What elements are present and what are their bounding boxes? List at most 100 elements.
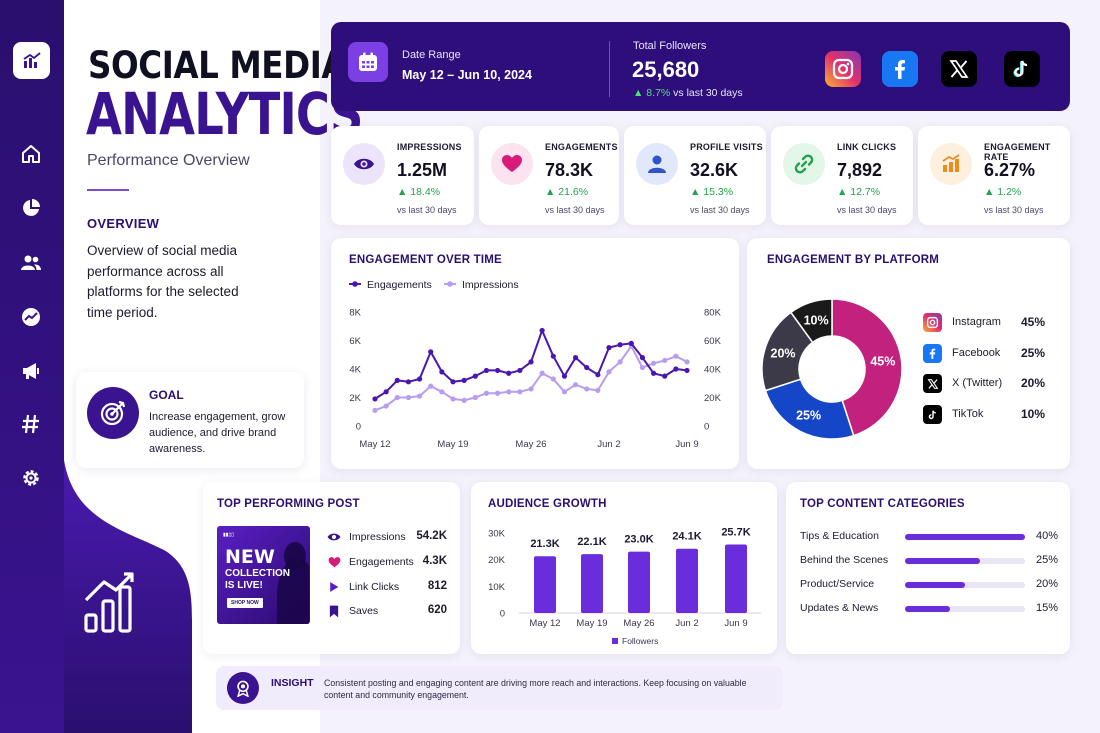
engagement-by-platform-heading: ENGAGEMENT BY PLATFORM [767,254,940,266]
data-point-impressions [539,370,545,376]
trend-chart-icon[interactable] [18,304,44,330]
engagement-by-platform-card: ENGAGEMENT BY PLATFORM 45% 25% 20% 10% Inst… [747,238,1070,469]
total-followers-label: Total Followers [633,40,707,52]
platform-pct: 25% [1021,346,1046,360]
data-point-engagements [606,345,612,351]
x-tick-label: May 19 [576,618,607,629]
bar-value-label: 25.7K [721,526,750,538]
summary-header: Date Range May 12 – Jun 10, 2024 Total F… [331,22,1070,111]
kpi-card-engagements[interactable]: ENGAGEMENTS 78.3K ▲ 21.6% vs last 30 day… [479,126,619,225]
data-point-engagements [628,340,634,346]
platform-name: TikTok [952,408,984,420]
tiktok-icon [923,405,942,424]
bar-legend-label: Followers [622,636,658,646]
kpi-vs: vs last 30 days [837,205,897,215]
platform-row-facebook[interactable]: Facebook 25% [923,344,1049,364]
instagram-icon[interactable] [825,51,861,87]
tiktok-icon[interactable] [1004,51,1040,87]
kpi-card-link-clicks[interactable]: LINK CLICKS 7,892 ▲ 12.7% vs last 30 day… [771,126,913,225]
data-point-impressions [483,390,490,396]
award-icon [227,672,259,704]
pie-chart-icon[interactable] [18,195,44,221]
post-text-line1: NEW [225,546,275,568]
category-bar-track [905,534,1025,540]
data-point-impressions [383,403,389,409]
y-left-tick-label: 8K [349,308,361,319]
data-point-engagements [617,342,623,348]
title-divider [87,189,129,191]
data-point-engagements [428,349,434,355]
data-point-engagements [561,373,568,379]
platform-pct: 10% [1021,407,1046,421]
data-point-engagements [539,327,545,334]
kpi-vs: vs last 30 days [397,205,457,215]
hashtag-icon[interactable] [18,411,44,437]
post-shop-button[interactable]: SHOP NOW [227,598,263,608]
data-point-engagements [439,369,445,375]
y-right-tick-label: 20K [704,393,722,404]
donut-slice-facebook [764,378,855,440]
data-point-engagements [650,370,657,376]
home-icon[interactable] [18,141,44,167]
data-point-engagements [372,396,378,402]
bar [534,556,556,613]
data-point-engagements [684,367,690,374]
data-point-engagements [405,379,412,385]
stat-label: Engagements [349,556,414,568]
goal-text: Increase engagement, grow audience, and … [149,411,286,455]
post-thumbnail[interactable]: ▮▮▯▯ NEW COLLECTION IS LIVE! SHOP NOW [217,526,310,624]
stat-value: 54.2K [416,530,447,542]
y-right-tick-label: 0 [704,422,709,433]
category-bar-fill [905,558,980,564]
followers-change: ▲ 8.7% vs last 30 days [633,87,743,99]
data-point-engagements [673,366,679,372]
calendar-icon[interactable] [348,42,388,82]
platform-row-instagram[interactable]: Instagram 45% [923,313,1049,333]
followers-vs: vs last 30 days [673,87,743,99]
date-range-value[interactable]: May 12 – Jun 10, 2024 [402,68,532,82]
sidebar [0,0,64,733]
data-point-engagements [595,372,601,378]
engagement-over-time-heading: ENGAGEMENT OVER TIME [349,254,502,266]
kpi-card-profile-visits[interactable]: PROFILE VISITS 32.6K ▲ 15.3% vs last 30 … [624,126,766,225]
x-icon[interactable] [941,51,977,87]
legend-engagements[interactable]: Engagements [349,279,432,291]
hooded-figure-image: ▮▮▯▯ [223,532,309,624]
category-label: Updates & News [800,602,879,614]
users-icon[interactable] [18,250,44,276]
kpi-value: 78.3K [545,160,594,180]
facebook-icon[interactable] [882,51,918,87]
eye-icon [343,143,385,185]
svg-text:▮▮▯▯: ▮▮▯▯ [223,532,234,538]
data-point-impressions [394,394,400,401]
legend-impressions[interactable]: Impressions [444,279,519,291]
top-post-card: TOP PERFORMING POST ▮▮▯▯ NEW COLLECTION … [203,482,460,654]
kpi-change: ▲ 15.3% [690,186,734,198]
slice-label: 45% [870,354,895,368]
megaphone-icon[interactable] [18,358,44,384]
data-point-engagements [494,367,501,374]
insight-heading: INSIGHT [271,677,314,689]
eye-icon [327,530,341,544]
platform-name: Facebook [952,347,1001,359]
bar [676,548,698,613]
app-logo[interactable] [13,42,50,79]
category-bar-track [905,606,1025,612]
data-point-engagements [639,355,646,361]
y-tick-label: 20K [488,555,506,566]
gear-icon[interactable] [18,465,44,491]
kpi-card-impressions[interactable]: IMPRESSIONS 1.25M ▲ 18.4% vs last 30 day… [331,126,474,225]
stat-label: Saves [349,605,379,617]
target-icon [87,387,139,439]
kpi-change: ▲ 18.4% [397,186,441,198]
data-point-impressions [450,396,456,402]
donut-slice-tiktok [789,298,833,344]
platform-row-tiktok[interactable]: TikTok 10% [923,405,1049,425]
decorative-wave [64,460,192,733]
kpi-card-engagement-rate[interactable]: ENGAGEMENT RATE 6.27% ▲ 1.2% vs last 30 … [918,126,1070,225]
heart-icon [491,143,533,185]
platform-row-x[interactable]: X (Twitter) 20% [923,374,1049,394]
data-point-engagements [506,370,512,376]
growth-chart-icon [84,572,134,633]
audience-bar-chart: 0 10K 20K 30K 21.3K May 12 22.1K May 19 23.0K Ma… [488,526,761,646]
